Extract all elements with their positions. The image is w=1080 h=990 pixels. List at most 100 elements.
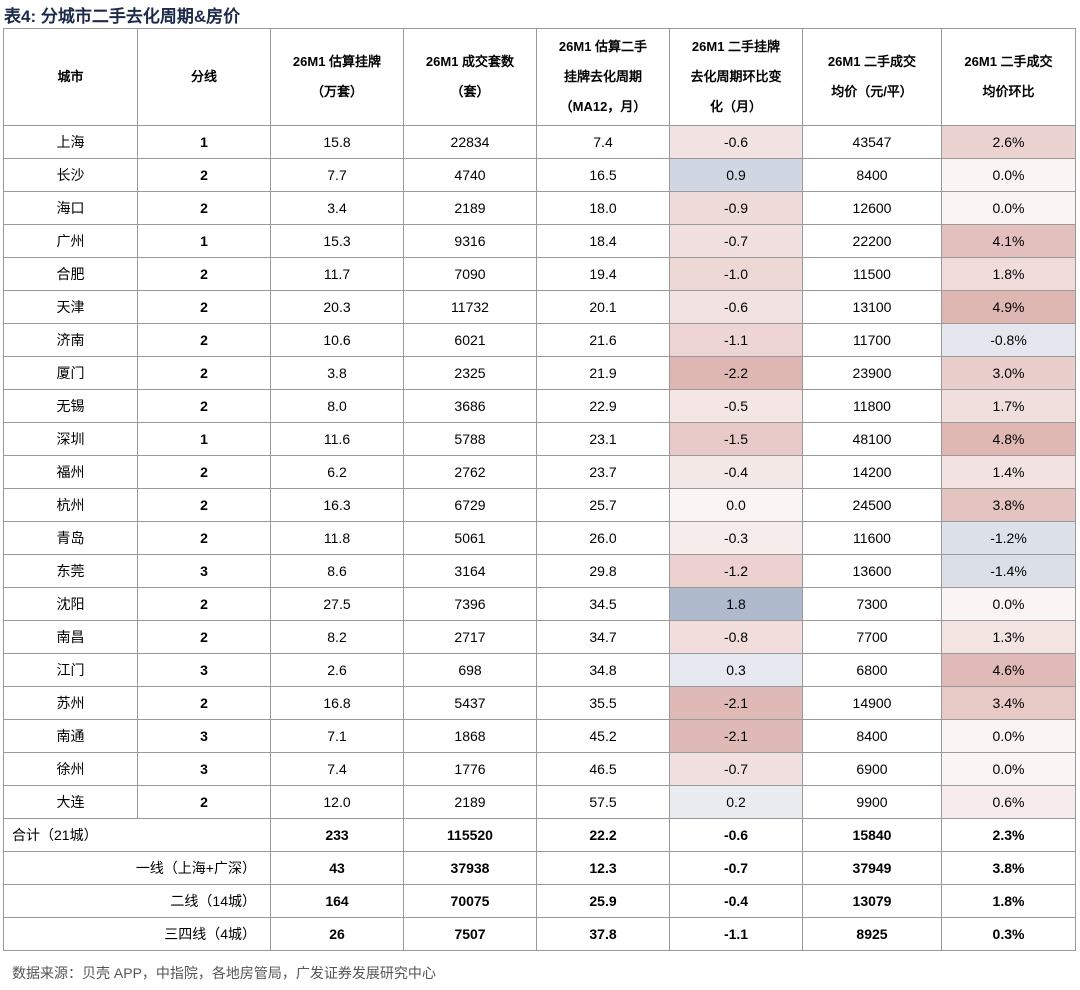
data-cell: 0.3 <box>669 653 803 687</box>
data-cell: 15.3 <box>270 224 404 258</box>
data-cell: 2 <box>137 158 271 192</box>
data-cell: 7.4 <box>536 125 670 159</box>
data-cell: 7300 <box>802 587 942 621</box>
data-cell: 2 <box>137 785 271 819</box>
city-cell: 长沙 <box>3 158 138 192</box>
data-cell: 11732 <box>403 290 537 324</box>
data-cell: 12.0 <box>270 785 404 819</box>
data-cell: -1.2% <box>941 521 1076 555</box>
summary-cell: 233 <box>270 818 404 852</box>
data-row: 徐州 3 7.4 1776 46.5 -0.7 6900 0.0% <box>3 752 1076 786</box>
data-cell: 13600 <box>802 554 942 588</box>
data-cell: 2 <box>137 587 271 621</box>
summary-row: 三四线（4城） 26 7507 37.8 -1.1 8925 0.3% <box>3 917 1076 951</box>
data-cell: 0.6% <box>941 785 1076 819</box>
data-cell: 1 <box>137 422 271 456</box>
data-cell: 7700 <box>802 620 942 654</box>
data-cell: 2 <box>137 356 271 390</box>
data-cell: 7.1 <box>270 719 404 753</box>
data-cell: 45.2 <box>536 719 670 753</box>
summary-cell: 7507 <box>403 917 537 951</box>
data-cell: 12600 <box>802 191 942 225</box>
data-cell: 4.1% <box>941 224 1076 258</box>
data-cell: 3.0% <box>941 356 1076 390</box>
data-cell: 11800 <box>802 389 942 423</box>
data-cell: -0.8 <box>669 620 803 654</box>
header-line: （套） <box>450 84 490 99</box>
data-cell: 23.7 <box>536 455 670 489</box>
header-line: 去化周期环比变 <box>690 69 782 84</box>
header-line: 均价（元/平） <box>831 84 913 99</box>
city-cell: 上海 <box>3 125 138 159</box>
data-row: 杭州 2 16.3 6729 25.7 0.0 24500 3.8% <box>3 488 1076 522</box>
data-row: 沈阳 2 27.5 7396 34.5 1.8 7300 0.0% <box>3 587 1076 621</box>
data-cell: 5061 <box>403 521 537 555</box>
data-cell: 21.6 <box>536 323 670 357</box>
data-cell: -1.1 <box>669 323 803 357</box>
summary-cell: 164 <box>270 884 404 918</box>
summary-cell: 43 <box>270 851 404 885</box>
data-row: 深圳 1 11.6 5788 23.1 -1.5 48100 4.8% <box>3 422 1076 456</box>
data-row: 济南 2 10.6 6021 21.6 -1.1 11700 -0.8% <box>3 323 1076 357</box>
city-cell: 合肥 <box>3 257 138 291</box>
summary-label: 合计（21城） <box>3 818 271 852</box>
data-cell: 2 <box>137 389 271 423</box>
data-cell: 2 <box>137 257 271 291</box>
data-cell: 2 <box>137 323 271 357</box>
city-cell: 厦门 <box>3 356 138 390</box>
data-cell: 9900 <box>802 785 942 819</box>
data-row: 无锡 2 8.0 3686 22.9 -0.5 11800 1.7% <box>3 389 1076 423</box>
data-cell: 0.2 <box>669 785 803 819</box>
city-cell: 天津 <box>3 290 138 324</box>
header-line: 26M1 估算二手 <box>558 39 648 54</box>
city-cell: 江门 <box>3 653 138 687</box>
data-row: 厦门 2 3.8 2325 21.9 -2.2 23900 3.0% <box>3 356 1076 390</box>
data-cell: 5788 <box>403 422 537 456</box>
header-line: 26M1 二手成交 <box>964 54 1053 69</box>
data-cell: 14900 <box>802 686 942 720</box>
data-cell: 2189 <box>403 191 537 225</box>
data-cell: 3 <box>137 752 271 786</box>
data-cell: -0.3 <box>669 521 803 555</box>
data-cell: 11700 <box>802 323 942 357</box>
data-cell: 0.0% <box>941 719 1076 753</box>
data-cell: 8.0 <box>270 389 404 423</box>
data-cell: 0.0% <box>941 158 1076 192</box>
table-header: 城市 分线 26M1 估算挂牌 （万套） 26M1 成交套数 （套） 26M1 估算二手 挂牌… <box>3 28 1076 126</box>
data-cell: 2717 <box>403 620 537 654</box>
data-cell: 0.0 <box>669 488 803 522</box>
data-cell: 1.7% <box>941 389 1076 423</box>
data-cell: -1.0 <box>669 257 803 291</box>
header-line: 26M1 估算挂牌 <box>292 54 382 69</box>
data-cell: 23900 <box>802 356 942 390</box>
header-cell: 26M1 二手成交 均价环比 <box>941 28 1076 126</box>
data-cell: 19.4 <box>536 257 670 291</box>
summary-cell: 2.3% <box>941 818 1076 852</box>
data-cell: 1776 <box>403 752 537 786</box>
city-cell: 济南 <box>3 323 138 357</box>
data-cell: 1.3% <box>941 620 1076 654</box>
data-cell: 7090 <box>403 257 537 291</box>
data-cell: 4.6% <box>941 653 1076 687</box>
city-cell: 海口 <box>3 191 138 225</box>
data-cell: 10.6 <box>270 323 404 357</box>
data-cell: 3.8 <box>270 356 404 390</box>
data-cell: 22834 <box>403 125 537 159</box>
data-cell: -2.1 <box>669 686 803 720</box>
summary-cell: 13079 <box>802 884 942 918</box>
header-line: 城市 <box>57 69 84 84</box>
city-cell: 杭州 <box>3 488 138 522</box>
data-cell: 2189 <box>403 785 537 819</box>
header-cell: 分线 <box>137 28 271 126</box>
data-row: 福州 2 6.2 2762 23.7 -0.4 14200 1.4% <box>3 455 1076 489</box>
data-cell: 3 <box>137 653 271 687</box>
header-cell: 26M1 二手成交 均价（元/平） <box>802 28 942 126</box>
data-table: 城市 分线 26M1 估算挂牌 （万套） 26M1 成交套数 （套） 26M1 估算二手 挂牌… <box>3 28 1076 951</box>
data-cell: 11.6 <box>270 422 404 456</box>
city-cell: 福州 <box>3 455 138 489</box>
data-cell: 8400 <box>802 158 942 192</box>
data-cell: 14200 <box>802 455 942 489</box>
data-cell: 13100 <box>802 290 942 324</box>
data-cell: 18.0 <box>536 191 670 225</box>
